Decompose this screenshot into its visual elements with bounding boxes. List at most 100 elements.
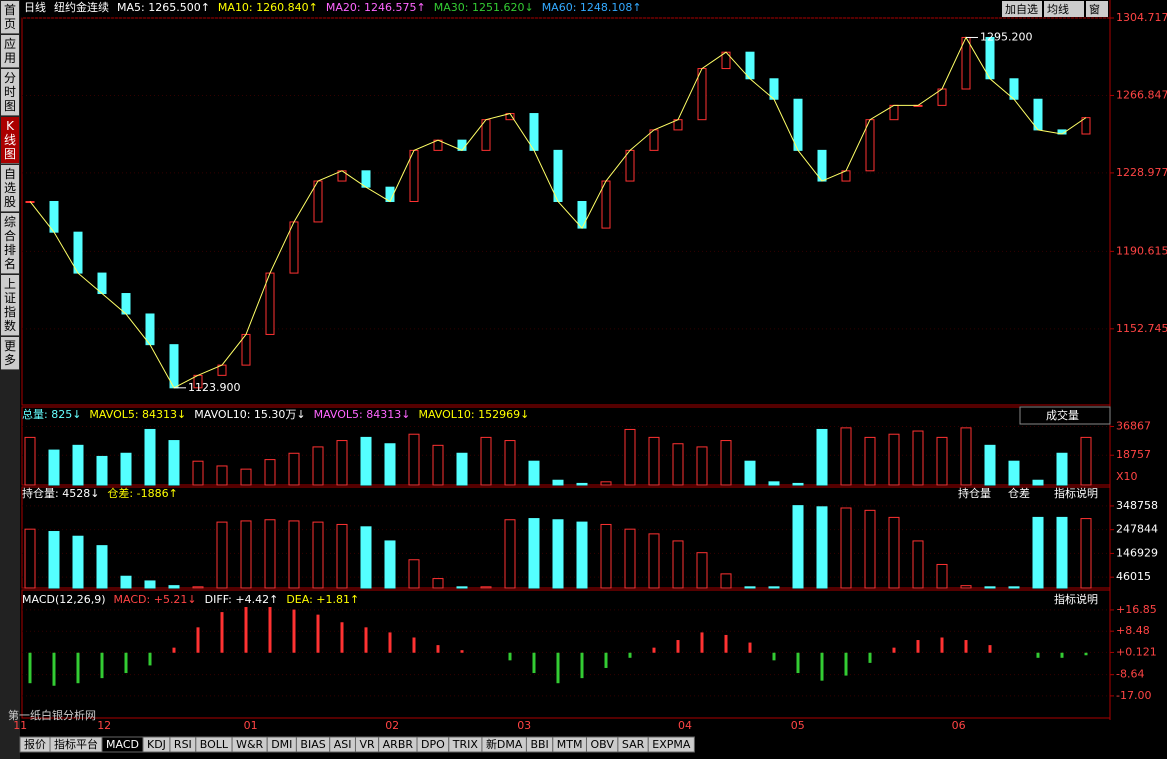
volume-bar [504, 440, 516, 486]
bottom-tab[interactable]: RSI [169, 736, 197, 753]
bottom-tab[interactable]: VR [354, 736, 380, 753]
bottom-tab-label: MTM [557, 738, 583, 751]
bottom-tab[interactable]: MTM [552, 736, 587, 753]
y-tick-label: +0.121 [1116, 645, 1157, 658]
panel-button[interactable] [1019, 406, 1111, 425]
volume-bar [480, 436, 492, 486]
bottom-tab[interactable]: DPO [416, 736, 450, 753]
panel-button-label[interactable]: 指标说明 [1054, 486, 1098, 500]
y-tick-label: 1304.717 [1116, 11, 1167, 24]
bottom-tab[interactable]: BOLL [195, 736, 233, 753]
sidebar-tab[interactable]: K线图 [1, 117, 19, 164]
panel-header: MAVOL5: 84313↓ [89, 408, 186, 421]
checkbox-label[interactable]: 仓差 [1008, 486, 1030, 500]
volume-bar [312, 446, 324, 486]
panel-header: MAVOL5: 84313↓ [314, 408, 411, 421]
candle [97, 272, 107, 295]
x-tick-label: 03 [517, 719, 531, 732]
bottom-tab-label: SAR [622, 738, 645, 751]
volume-bar [624, 428, 636, 486]
y-tick-label: 46015 [1116, 570, 1151, 583]
volume-bar [96, 455, 108, 486]
bottom-tab-label: VR [359, 738, 375, 751]
sidebar-tab[interactable]: 首页 [1, 1, 19, 34]
volume-bar [48, 449, 60, 486]
bottom-tab[interactable]: 新DMA [481, 736, 527, 753]
oi-bar [96, 545, 108, 589]
oi-bar [72, 535, 84, 589]
volume-bar [576, 482, 588, 486]
bottom-tab[interactable]: BBI [525, 736, 554, 753]
y-tick-label: 18757 [1116, 448, 1151, 461]
toolbar-button[interactable] [1086, 1, 1108, 17]
volume-bar [816, 428, 828, 486]
y-tick-label: 1190.615 [1116, 244, 1167, 257]
annotation: 1123.900 [188, 381, 241, 394]
volume-bar [1032, 479, 1044, 486]
volume-bar [264, 459, 276, 486]
sidebar-tab[interactable]: 自选股 [1, 165, 19, 212]
volume-bar [192, 460, 204, 486]
bottom-tab-label: TRIX [452, 738, 479, 751]
bottom-tab[interactable]: ARBR [378, 736, 418, 753]
volume-bar [168, 440, 180, 486]
oi-bar [720, 573, 732, 589]
toolbar-button[interactable] [1044, 1, 1084, 17]
oi-bar [552, 519, 564, 589]
sidebar: 首页 应用 分时图 K线图 自选股 综合排名 上证指数 更多 [0, 0, 20, 759]
bottom-tab[interactable]: EXPMA [647, 736, 695, 753]
oi-bar [216, 521, 228, 589]
oi-bar [864, 509, 876, 589]
oi-bar [816, 506, 828, 589]
y-tick-label: 1228.977 [1116, 166, 1167, 179]
bottom-tab[interactable]: DMI [266, 736, 297, 753]
bottom-tab[interactable]: BIAS [295, 736, 331, 753]
bottom-tab[interactable]: KDJ [142, 736, 171, 753]
bottom-tab[interactable]: TRIX [448, 736, 483, 753]
bottom-tab[interactable]: MACD [101, 736, 144, 753]
volume-bar [864, 436, 876, 486]
y-tick-label: 247844 [1116, 523, 1158, 536]
sidebar-tab[interactable]: 上证指数 [1, 275, 19, 336]
panel-header: MAVOL10: 15.30万↓ [194, 408, 305, 421]
bottom-tab[interactable]: OBV [585, 736, 619, 753]
oi-bar [288, 520, 300, 589]
checkbox-label[interactable]: 持仓量 [958, 486, 991, 500]
bottom-tab-label: W&R [236, 738, 263, 751]
oi-bar [648, 533, 660, 589]
panel-button-label[interactable]: 指标说明 [1054, 592, 1098, 606]
bottom-tab[interactable]: 指标平台 [49, 736, 103, 753]
candle [745, 51, 755, 80]
panel-header: MA60: 1248.108↑ [542, 1, 642, 14]
sidebar-tab[interactable]: 综合排名 [1, 213, 19, 274]
oi-bar [168, 585, 180, 589]
sidebar-tab[interactable]: 分时图 [1, 69, 19, 116]
panel-header: DEA: +1.81↑ [286, 593, 359, 606]
oi-bar [768, 586, 780, 589]
bottom-tab[interactable]: ASI [329, 736, 356, 753]
bottom-tab[interactable]: SAR [617, 736, 649, 753]
panel-header: MA30: 1251.620↓ [434, 1, 534, 14]
candle [649, 129, 659, 151]
panel-header: MACD(12,26,9) [22, 593, 106, 606]
bottom-tab-label: BBI [530, 738, 548, 751]
bottom-tab[interactable]: 报价 [19, 736, 51, 753]
oi-bar [456, 586, 468, 589]
x-tick-label: 11 [13, 719, 27, 732]
oi-bar [672, 540, 684, 589]
oi-bar [984, 586, 996, 589]
oi-bar [888, 516, 900, 589]
y-tick-label: 1266.847 [1116, 88, 1167, 101]
volume-bar [912, 430, 924, 486]
oi-bar [504, 519, 516, 589]
panel-header: MAVOL10: 152969↓ [418, 408, 529, 421]
sidebar-tab[interactable]: 更多 [1, 337, 19, 370]
sidebar-tab[interactable]: 应用 [1, 35, 19, 68]
volume-bar [1080, 436, 1092, 486]
bottom-tab[interactable]: W&R [231, 736, 268, 753]
volume-bar [552, 479, 564, 486]
panel-button-label: 成交量 [1046, 408, 1079, 422]
toolbar-button[interactable] [1002, 1, 1042, 17]
oi-bar [264, 519, 276, 589]
